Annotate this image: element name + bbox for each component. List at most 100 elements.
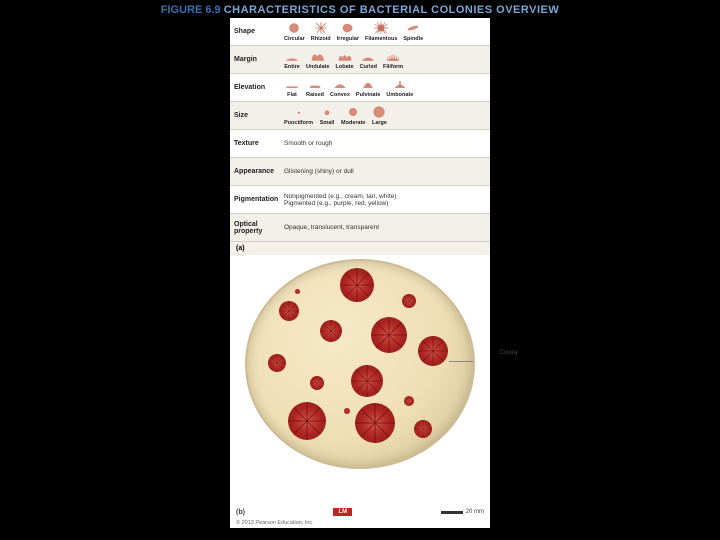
- colony: [344, 408, 350, 414]
- colony: [320, 320, 342, 342]
- colony: [295, 289, 300, 294]
- colony: [371, 317, 407, 353]
- colony: [340, 268, 374, 302]
- flat-icon: [284, 77, 300, 91]
- item-label: Undulate: [306, 64, 330, 70]
- figure-panel: ShapeCircular Rhizoid Irregular Filamentous…: [230, 18, 490, 528]
- shape-item: Pulvinate: [356, 77, 380, 98]
- convex-icon: [332, 77, 348, 91]
- characteristics-table: ShapeCircular Rhizoid Irregular Filamentous…: [230, 18, 490, 242]
- item-label: Filamentous: [365, 36, 397, 42]
- item-label: Lobate: [336, 64, 354, 70]
- row-label: Shape: [234, 28, 284, 35]
- circle-icon: [286, 21, 302, 35]
- irregular-icon: [340, 21, 356, 35]
- shape-item: Undulate: [306, 49, 330, 70]
- entire-icon: [284, 49, 300, 63]
- characteristic-row: TextureSmooth or rough: [230, 130, 490, 158]
- shape-item: Lobate: [336, 49, 354, 70]
- shape-item: Flat: [284, 77, 300, 98]
- characteristic-row: ShapeCircular Rhizoid Irregular Filamentous…: [230, 18, 490, 46]
- item-label: Irregular: [337, 36, 359, 42]
- lobate-icon: [337, 49, 353, 63]
- filiform-icon: [385, 49, 401, 63]
- item-label: Umbonate: [386, 92, 413, 98]
- shape-item: Filiform: [383, 49, 403, 70]
- colony: [351, 365, 383, 397]
- colony: [418, 336, 448, 366]
- shape-item: Curled: [360, 49, 377, 70]
- rhizoid-icon: [313, 21, 329, 35]
- shape-item: Small: [319, 105, 335, 126]
- med-circle-icon: [345, 105, 361, 119]
- figure-title: FIGURE 6.9 CHARACTERISTICS OF BACTERIAL …: [0, 0, 720, 18]
- figure-number: FIGURE 6.9: [161, 4, 221, 16]
- row-label: Texture: [234, 140, 284, 147]
- spindle-icon: [405, 21, 421, 35]
- shape-item: Entire: [284, 49, 300, 70]
- colony: [279, 301, 299, 321]
- row-icons: Circular Rhizoid Irregular Filamentous Spind…: [284, 21, 486, 42]
- row-text: Nonpigmented (e.g., cream, tan, white) P…: [284, 193, 486, 207]
- umbonate-icon: [392, 77, 408, 91]
- characteristic-row: PigmentationNonpigmented (e.g., cream, t…: [230, 186, 490, 214]
- scale-bar: 20 mm: [441, 509, 484, 515]
- item-label: Flat: [287, 92, 297, 98]
- row-text: Smooth or rough: [284, 140, 486, 147]
- colony: [355, 403, 395, 443]
- row-text: Opaque, translucent, transparent: [284, 224, 486, 231]
- scale-text: 20 mm: [466, 509, 484, 515]
- shape-item: Raised: [306, 77, 324, 98]
- item-label: Moderate: [341, 120, 365, 126]
- item-label: Large: [372, 120, 387, 126]
- shape-item: Spindle: [403, 21, 423, 42]
- filamentous-icon: [373, 21, 389, 35]
- lm-badge: LM: [333, 508, 352, 516]
- row-label: Appearance: [234, 168, 284, 175]
- row-label: Pigmentation: [234, 196, 284, 203]
- item-label: Filiform: [383, 64, 403, 70]
- copyright-text: © 2013 Pearson Education, Inc.: [230, 520, 490, 528]
- characteristic-row: SizePunctiform Small Moderate Large: [230, 102, 490, 130]
- dot-icon: [291, 105, 307, 119]
- shape-item: Umbonate: [386, 77, 413, 98]
- item-label: Pulvinate: [356, 92, 380, 98]
- characteristic-row: MarginEntire Undulate Lobate Curled Filiform: [230, 46, 490, 74]
- raised-icon: [307, 77, 323, 91]
- colony: [288, 402, 326, 440]
- item-label: Rhizoid: [311, 36, 331, 42]
- shape-item: Filamentous: [365, 21, 397, 42]
- item-label: Spindle: [403, 36, 423, 42]
- panel-b-label: (b): [236, 509, 245, 516]
- row-label: Elevation: [234, 84, 284, 91]
- characteristic-row: ElevationFlat Raised Convex Pulvinate Umbona…: [230, 74, 490, 102]
- item-label: Punctiform: [284, 120, 313, 126]
- colony: [268, 354, 286, 372]
- row-label: Optical property: [234, 221, 284, 235]
- shape-item: Convex: [330, 77, 350, 98]
- photo-footer: (b) LM 20 mm: [230, 506, 490, 520]
- shape-item: Circular: [284, 21, 305, 42]
- shape-item: Large: [371, 105, 387, 126]
- petri-photo-area: Colony: [230, 255, 490, 506]
- pulvinate-icon: [360, 77, 376, 91]
- row-label: Margin: [234, 56, 284, 63]
- row-icons: Flat Raised Convex Pulvinate Umbonate: [284, 77, 486, 98]
- row-icons: Entire Undulate Lobate Curled Filiform: [284, 49, 486, 70]
- large-circle-icon: [371, 105, 387, 119]
- row-icons: Punctiform Small Moderate Large: [284, 105, 486, 126]
- colony: [414, 420, 432, 438]
- characteristic-row: AppearanceGlistening (shiny) or dull: [230, 158, 490, 186]
- colony-callout: Colony: [499, 350, 518, 356]
- colony: [310, 376, 324, 390]
- row-label: Size: [234, 112, 284, 119]
- small-circle-icon: [319, 105, 335, 119]
- curled-icon: [360, 49, 376, 63]
- row-text: Glistening (shiny) or dull: [284, 168, 486, 175]
- item-label: Raised: [306, 92, 324, 98]
- shape-item: Rhizoid: [311, 21, 331, 42]
- item-label: Circular: [284, 36, 305, 42]
- shape-item: Moderate: [341, 105, 365, 126]
- item-label: Small: [320, 120, 335, 126]
- petri-dish: [245, 259, 475, 469]
